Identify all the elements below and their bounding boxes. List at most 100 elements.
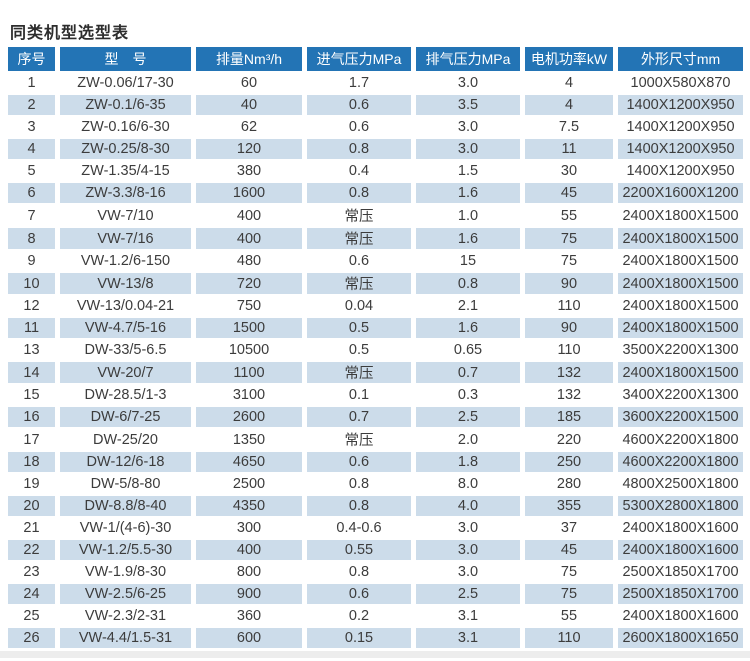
cell-displacement: 1600 bbox=[196, 183, 302, 203]
cell-intake-pressure: 0.5 bbox=[307, 318, 411, 338]
cell-index: 14 bbox=[8, 362, 55, 383]
cell-displacement: 360 bbox=[196, 606, 302, 626]
cell-model: DW-33/5-6.5 bbox=[60, 340, 191, 360]
cell-intake-pressure: 0.5 bbox=[307, 340, 411, 360]
cell-index: 4 bbox=[8, 139, 55, 159]
cell-intake-pressure: 常压 bbox=[307, 273, 411, 294]
cell-intake-pressure: 0.8 bbox=[307, 562, 411, 582]
cell-dimensions: 2400X1800X1500 bbox=[618, 228, 743, 249]
table-row: 25 VW-2.3/2-31 360 0.2 3.1 55 2400X1800X1600 bbox=[8, 606, 743, 626]
table-row: 3 ZW-0.16/6-30 62 0.6 3.0 7.5 1400X1200X950 bbox=[8, 117, 743, 137]
cell-dimensions: 4600X2200X1800 bbox=[618, 429, 743, 450]
cell-dimensions: 2400X1800X1600 bbox=[618, 606, 743, 626]
cell-motor-power: 110 bbox=[525, 628, 613, 648]
table-header-row: 序号型 号排量Nm³/h 进气压力MPa 排气压力MPa 电机功率kW 外形尺寸mm bbox=[8, 47, 743, 71]
cell-exhaust-pressure: 2.1 bbox=[416, 296, 520, 316]
cell-motor-power: 7.5 bbox=[525, 117, 613, 137]
cell-intake-pressure: 0.4-0.6 bbox=[307, 518, 411, 538]
table-row: 9 VW-1.2/6-150 480 0.6 15 75 2400X1800X1500 bbox=[8, 251, 743, 271]
cell-exhaust-pressure: 0.7 bbox=[416, 362, 520, 383]
cell-displacement: 750 bbox=[196, 296, 302, 316]
cell-exhaust-pressure: 2.0 bbox=[416, 429, 520, 450]
table-row: 14 VW-20/7 1100 常压 0.7 132 2400X1800X1500 bbox=[8, 362, 743, 383]
cell-exhaust-pressure: 3.5 bbox=[416, 95, 520, 115]
cell-intake-pressure: 常压 bbox=[307, 429, 411, 450]
cell-dimensions: 2600X1800X1650 bbox=[618, 628, 743, 648]
cell-exhaust-pressure: 0.65 bbox=[416, 340, 520, 360]
cell-intake-pressure: 常压 bbox=[307, 205, 411, 226]
cell-intake-pressure: 0.8 bbox=[307, 139, 411, 159]
cell-model: VW-13/0.04-21 bbox=[60, 296, 191, 316]
cell-index: 23 bbox=[8, 562, 55, 582]
cell-dimensions: 1400X1200X950 bbox=[618, 161, 743, 181]
model-selection-table: 序号型 号排量Nm³/h 进气压力MPa 排气压力MPa 电机功率kW 外形尺寸mm 1… bbox=[3, 45, 748, 650]
cell-exhaust-pressure: 1.5 bbox=[416, 161, 520, 181]
table-row: 4 ZW-0.25/8-30 120 0.8 3.0 11 1400X1200X950 bbox=[8, 139, 743, 159]
cell-model: VW-1.9/8-30 bbox=[60, 562, 191, 582]
table-row: 17 DW-25/20 1350 常压 2.0 220 4600X2200X1800 bbox=[8, 429, 743, 450]
cell-model: VW-7/16 bbox=[60, 228, 191, 249]
cell-model: DW-5/8-80 bbox=[60, 474, 191, 494]
cell-model: DW-28.5/1-3 bbox=[60, 385, 191, 405]
cell-index: 2 bbox=[8, 95, 55, 115]
cell-index: 25 bbox=[8, 606, 55, 626]
cell-model: ZW-0.1/6-35 bbox=[60, 95, 191, 115]
cell-displacement: 800 bbox=[196, 562, 302, 582]
cell-displacement: 900 bbox=[196, 584, 302, 604]
cell-model: VW-2.3/2-31 bbox=[60, 606, 191, 626]
cell-motor-power: 280 bbox=[525, 474, 613, 494]
cell-exhaust-pressure: 3.0 bbox=[416, 117, 520, 137]
cell-dimensions: 2400X1800X1600 bbox=[618, 518, 743, 538]
table-row: 22 VW-1.2/5.5-30 400 0.55 3.0 45 2400X1800X160… bbox=[8, 540, 743, 560]
cell-intake-pressure: 0.6 bbox=[307, 117, 411, 137]
cell-exhaust-pressure: 1.6 bbox=[416, 318, 520, 338]
table-body: 1 ZW-0.06/17-30 60 1.7 3.0 4 1000X580X870 2 ZW-0… bbox=[8, 73, 743, 648]
cell-displacement: 3100 bbox=[196, 385, 302, 405]
cell-motor-power: 4 bbox=[525, 95, 613, 115]
column-header-motor-power: 电机功率kW bbox=[525, 47, 613, 71]
cell-displacement: 400 bbox=[196, 228, 302, 249]
cell-model: DW-6/7-25 bbox=[60, 407, 191, 427]
cell-exhaust-pressure: 2.5 bbox=[416, 407, 520, 427]
cell-dimensions: 2400X1800X1500 bbox=[618, 273, 743, 294]
cell-dimensions: 1400X1200X950 bbox=[618, 117, 743, 137]
cell-dimensions: 1000X580X870 bbox=[618, 73, 743, 93]
cell-motor-power: 45 bbox=[525, 540, 613, 560]
table-row: 7 VW-7/10 400 常压 1.0 55 2400X1800X1500 bbox=[8, 205, 743, 226]
cell-index: 18 bbox=[8, 452, 55, 472]
cell-intake-pressure: 0.2 bbox=[307, 606, 411, 626]
table-row: 12 VW-13/0.04-21 750 0.04 2.1 110 2400X1800X15… bbox=[8, 296, 743, 316]
cell-displacement: 4650 bbox=[196, 452, 302, 472]
cell-index: 11 bbox=[8, 318, 55, 338]
table-row: 24 VW-2.5/6-25 900 0.6 2.5 75 2500X1850X1700 bbox=[8, 584, 743, 604]
cell-intake-pressure: 0.8 bbox=[307, 496, 411, 516]
cell-model: DW-8.8/8-40 bbox=[60, 496, 191, 516]
cell-dimensions: 2400X1800X1600 bbox=[618, 540, 743, 560]
cell-displacement: 380 bbox=[196, 161, 302, 181]
cell-index: 22 bbox=[8, 540, 55, 560]
table-row: 20 DW-8.8/8-40 4350 0.8 4.0 355 5300X2800X1800 bbox=[8, 496, 743, 516]
table-row: 16 DW-6/7-25 2600 0.7 2.5 185 3600X2200X1500 bbox=[8, 407, 743, 427]
cell-index: 26 bbox=[8, 628, 55, 648]
cell-exhaust-pressure: 8.0 bbox=[416, 474, 520, 494]
cell-displacement: 600 bbox=[196, 628, 302, 648]
cell-model: ZW-0.06/17-30 bbox=[60, 73, 191, 93]
table-row: 2 ZW-0.1/6-35 40 0.6 3.5 4 1400X1200X950 bbox=[8, 95, 743, 115]
cell-displacement: 60 bbox=[196, 73, 302, 93]
cell-model: ZW-0.25/8-30 bbox=[60, 139, 191, 159]
table-head: 序号型 号排量Nm³/h 进气压力MPa 排气压力MPa 电机功率kW 外形尺寸mm bbox=[8, 47, 743, 71]
cell-exhaust-pressure: 3.0 bbox=[416, 562, 520, 582]
cell-model: ZW-3.3/8-16 bbox=[60, 183, 191, 203]
cell-displacement: 400 bbox=[196, 540, 302, 560]
table-row: 19 DW-5/8-80 2500 0.8 8.0 280 4800X2500X1800 bbox=[8, 474, 743, 494]
cell-dimensions: 1400X1200X950 bbox=[618, 139, 743, 159]
cell-displacement: 1100 bbox=[196, 362, 302, 383]
column-header-index: 序号 bbox=[8, 47, 55, 71]
cell-exhaust-pressure: 1.6 bbox=[416, 228, 520, 249]
cell-exhaust-pressure: 1.8 bbox=[416, 452, 520, 472]
cell-model: ZW-0.16/6-30 bbox=[60, 117, 191, 137]
cell-displacement: 400 bbox=[196, 205, 302, 226]
cell-intake-pressure: 0.1 bbox=[307, 385, 411, 405]
table-row: 26 VW-4.4/1.5-31 600 0.15 3.1 110 2600X1800X16… bbox=[8, 628, 743, 648]
